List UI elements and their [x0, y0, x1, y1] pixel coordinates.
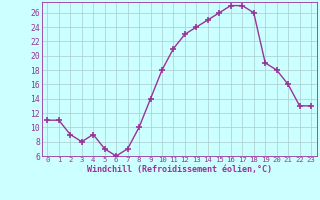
X-axis label: Windchill (Refroidissement éolien,°C): Windchill (Refroidissement éolien,°C) [87, 165, 272, 174]
